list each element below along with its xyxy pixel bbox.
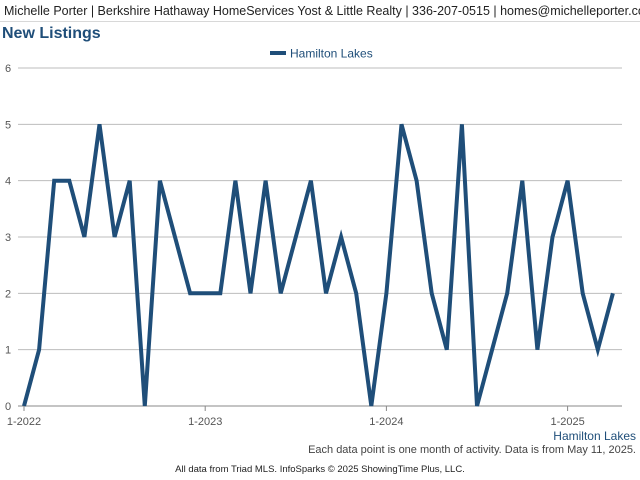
y-tick-label: 2	[5, 288, 11, 300]
y-tick-label: 0	[5, 401, 11, 413]
y-tick-label: 5	[5, 119, 11, 131]
data-note: Each data point is one month of activity…	[308, 444, 636, 456]
legend: Hamilton Lakes	[270, 47, 373, 61]
agent-header: Michelle Porter | Berkshire Hathaway Hom…	[0, 0, 640, 22]
y-tick-label: 6	[5, 63, 11, 75]
y-tick-label: 3	[5, 232, 11, 244]
chart-title: New Listings	[2, 25, 101, 42]
legend-swatch	[270, 51, 286, 55]
agent-info-text: Michelle Porter | Berkshire Hathaway Hom…	[4, 4, 640, 18]
series-line-hamilton-lakes	[22, 123, 615, 407]
legend-label: Hamilton Lakes	[290, 47, 373, 61]
x-tick-label: 1-2025	[550, 416, 584, 428]
x-axis-ticks: 1-2022 1-2023 1-2024 1-2025	[7, 406, 585, 428]
y-axis-ticks: 0 1 2 3 4 5 6	[5, 63, 11, 413]
region-label: Hamilton Lakes	[553, 429, 636, 443]
series-layer	[22, 123, 615, 407]
credit-line: All data from Triad MLS. InfoSparks © 20…	[175, 464, 465, 475]
x-tick-label: 1-2022	[7, 416, 41, 428]
y-tick-label: 1	[5, 345, 11, 357]
x-tick-label: 1-2024	[369, 416, 403, 428]
x-tick-label: 1-2023	[188, 416, 222, 428]
y-tick-label: 4	[5, 176, 11, 188]
